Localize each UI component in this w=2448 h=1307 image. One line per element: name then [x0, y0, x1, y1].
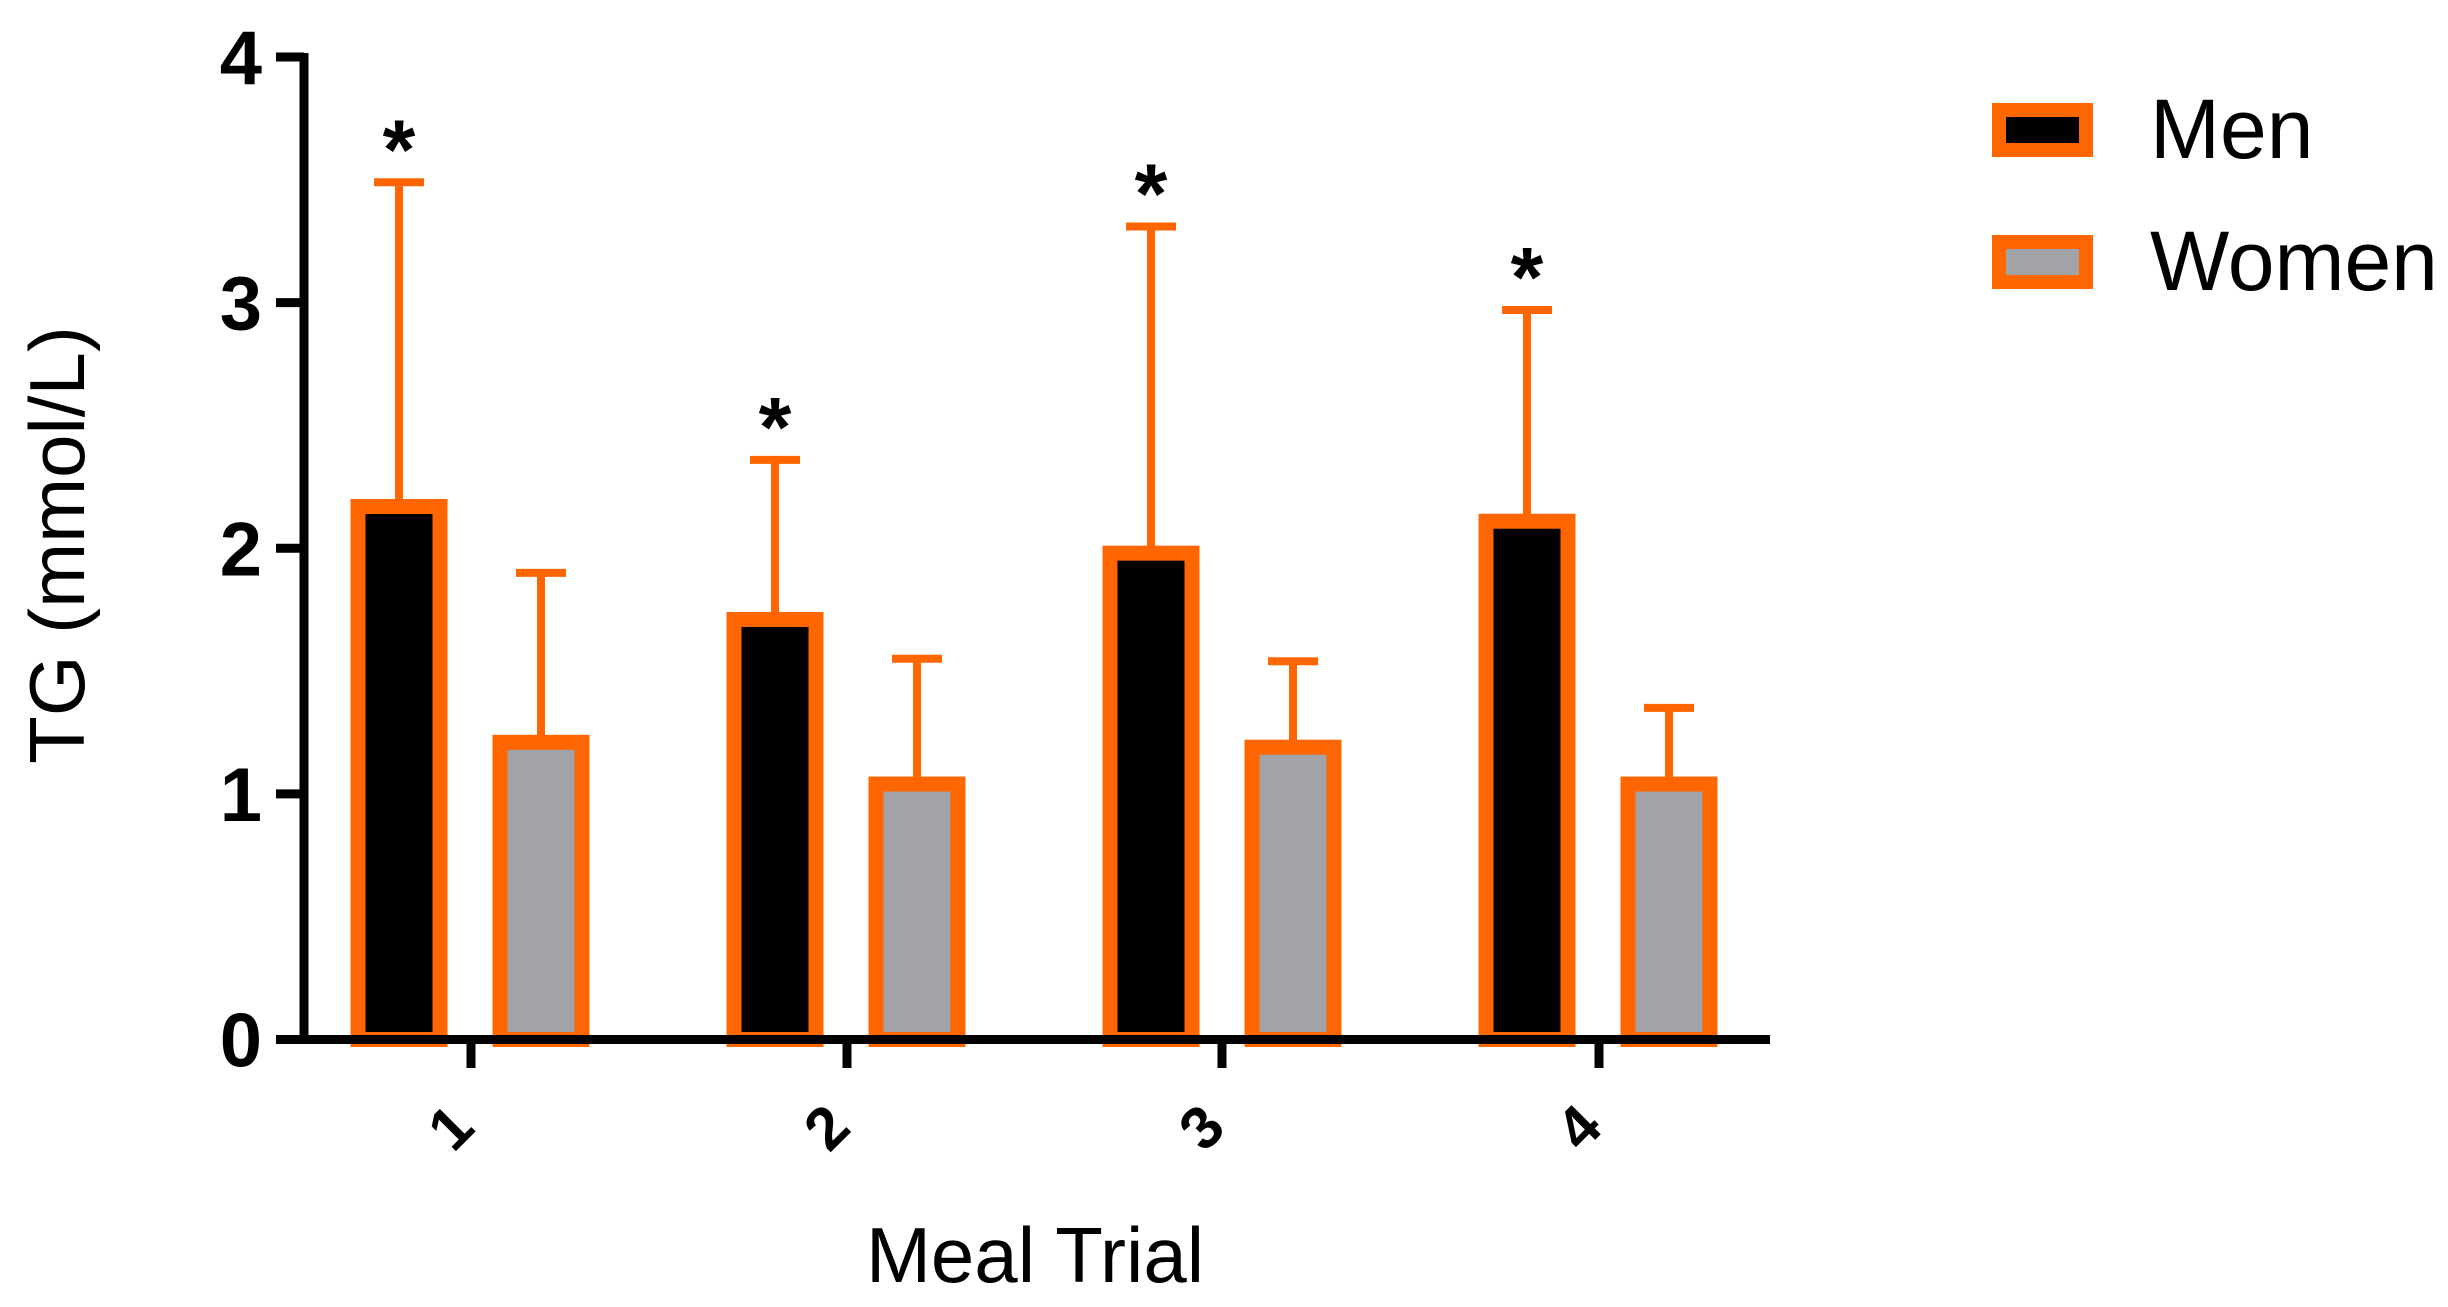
bar-women-trial-1 [492, 734, 590, 1047]
legend: Men Women [1992, 82, 2438, 308]
significance-asterisk: * [1511, 230, 1544, 324]
x-axis-ticks: 1 2 3 4 [415, 1040, 1614, 1163]
x-tick-label: 3 [1166, 1092, 1237, 1163]
bar-men-trial-2 [726, 611, 824, 1047]
axes [276, 53, 1770, 1044]
y-tick-label: 2 [220, 507, 262, 592]
y-axis-title: TG (mmol/L) [13, 326, 101, 764]
bar-men-trial-4 [1478, 513, 1576, 1047]
x-axis-title: Meal Trial [866, 1211, 1204, 1299]
significance-asterisk: * [759, 380, 792, 474]
y-axis-title-group: TG (mmol/L) [13, 326, 101, 764]
y-tick-label: 3 [220, 262, 262, 347]
y-tick-label: 0 [220, 999, 262, 1084]
y-tick-label: 1 [220, 753, 262, 838]
bar-women-trial-2 [868, 776, 966, 1047]
bar-women-trial-3 [1244, 739, 1342, 1047]
significance-markers: * * * * [383, 102, 1544, 474]
bars [350, 498, 1718, 1047]
significance-asterisk: * [383, 102, 416, 196]
bar-women-trial-4 [1620, 776, 1718, 1047]
bar-men-trial-1 [350, 498, 448, 1047]
legend-label-men: Men [2150, 82, 2313, 176]
error-bars [374, 178, 1694, 785]
x-tick-label: 1 [415, 1092, 486, 1163]
legend-label-women: Women [2150, 214, 2438, 308]
x-tick-label: 4 [1543, 1092, 1614, 1163]
legend-swatch-women [1992, 235, 2093, 289]
bar-men-trial-3 [1102, 545, 1200, 1047]
significance-asterisk: * [1135, 146, 1168, 240]
y-axis-ticks: 0 1 2 3 4 [220, 16, 304, 1084]
legend-swatch-men [1992, 103, 2093, 157]
x-tick-label: 2 [791, 1092, 862, 1163]
y-tick-label: 4 [220, 16, 262, 101]
